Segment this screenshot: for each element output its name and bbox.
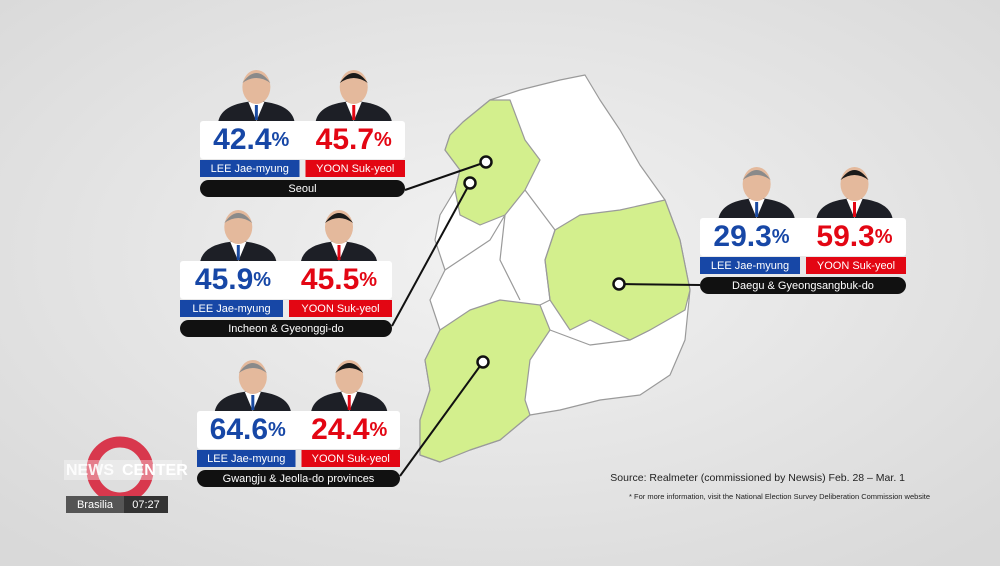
candidate-name: LEE Jae-myung: [192, 303, 270, 315]
percentage-unit: %: [268, 419, 286, 441]
portrait-hair: [339, 73, 368, 83]
province-border: [444, 214, 506, 271]
region-card: 29.3% LEE Jae-myung 59.3% YOON Suk-yeol Daeg…: [612, 167, 906, 294]
city-box: [66, 496, 124, 513]
candidate-box: [180, 300, 283, 317]
region-name: Gwangju & Jeolla-do provinces: [223, 473, 375, 485]
result-box: [700, 218, 906, 256]
percentage-value: 64.6: [210, 413, 268, 446]
candidate-box: [197, 450, 296, 467]
percentage-unit: %: [370, 419, 388, 441]
region-pill: [700, 277, 906, 294]
region-name: Daegu & Gyeongsangbuk-do: [732, 280, 874, 292]
percentage-value: 24.4: [311, 413, 370, 446]
region-pill: [180, 320, 392, 337]
region-dot: [463, 176, 477, 190]
candidate-name: LEE Jae-myung: [711, 260, 789, 272]
portrait-hair: [840, 170, 869, 180]
region-card: 64.6% LEE Jae-myung 24.4% YOON Suk-yeol Gwan…: [197, 355, 490, 487]
region-dot: [612, 277, 626, 291]
percentage: 42.4%: [213, 123, 289, 156]
logo-brand-right: CENTER: [122, 462, 188, 479]
connector-line: [618, 283, 701, 286]
region-dot: [479, 155, 493, 169]
province-border: [499, 214, 521, 301]
result-box: [200, 121, 405, 159]
logo-brand-left: NEWS: [66, 462, 114, 479]
candidate-box: [301, 450, 400, 467]
logo-city: Brasilia: [77, 499, 114, 511]
candidate-name: YOON Suk-yeol: [316, 163, 394, 175]
jeolla-region: [419, 299, 551, 463]
percentage-unit: %: [875, 226, 893, 248]
percentage-value: 45.7: [316, 123, 374, 156]
percentage-value: 42.4: [213, 123, 272, 156]
connector-line: [404, 161, 487, 191]
percentage-value: 29.3: [713, 220, 771, 253]
region-name: Incheon & Gyeonggi-do: [228, 323, 344, 335]
candidate-name: LEE Jae-myung: [211, 163, 289, 175]
candidate-box: [200, 160, 300, 177]
portrait-hair: [242, 73, 271, 83]
percentage: 45.5%: [301, 263, 377, 296]
result-box: [197, 411, 400, 449]
candidate-name: YOON Suk-yeol: [817, 260, 895, 272]
province-border: [549, 329, 651, 346]
portrait-hair: [224, 213, 253, 223]
candidate-box: [289, 300, 392, 317]
province-border: [524, 189, 556, 306]
percentage: 45.7%: [316, 123, 392, 156]
percentage-value: 59.3: [816, 220, 874, 253]
logo-time: 07:27: [132, 499, 160, 511]
portrait-hair: [742, 170, 771, 180]
channel-logo: NEWS CENTER Brasilia 07:27: [64, 436, 188, 513]
percentage-unit: %: [253, 269, 271, 291]
region-name: Seoul: [288, 183, 316, 195]
source: Source: Realmeter (commissioned by Newsi…: [610, 472, 905, 484]
candidate-box: [700, 257, 800, 274]
percentage: 24.4%: [311, 413, 387, 446]
time-box: [124, 496, 168, 513]
portrait-hair: [335, 363, 364, 373]
candidate-name: LEE Jae-myung: [207, 453, 285, 465]
region-card: 42.4% LEE Jae-myung 45.7% YOON Suk-yeolSeou…: [200, 70, 493, 197]
region-card: 45.9% LEE Jae-myung 45.5% YOON Suk-yeol Inch…: [180, 176, 477, 337]
percentage-value: 45.9: [195, 263, 253, 296]
region-dot: [476, 355, 490, 369]
portrait-hair: [238, 363, 267, 373]
percentage-value: 45.5: [301, 263, 359, 296]
connector-line: [391, 182, 471, 327]
percentage: 59.3%: [816, 220, 892, 253]
candidate-name: YOON Suk-yeol: [301, 303, 379, 315]
footnote: * For more information, visit the Nation…: [629, 492, 930, 501]
percentage: 45.9%: [195, 263, 271, 296]
logo-band: [64, 460, 182, 480]
candidate-name: YOON Suk-yeol: [312, 453, 390, 465]
percentage-unit: %: [272, 129, 290, 151]
connector-line: [399, 361, 484, 477]
percentage-unit: %: [359, 269, 377, 291]
percentage: 64.6%: [210, 413, 286, 446]
candidate-box: [305, 160, 405, 177]
percentage: 29.3%: [713, 220, 789, 253]
region-pill: [200, 180, 405, 197]
region-pill: [197, 470, 400, 487]
percentage-unit: %: [374, 129, 392, 151]
percentage-unit: %: [772, 226, 790, 248]
result-box: [180, 261, 392, 299]
candidate-box: [806, 257, 906, 274]
portrait-hair: [325, 213, 353, 223]
